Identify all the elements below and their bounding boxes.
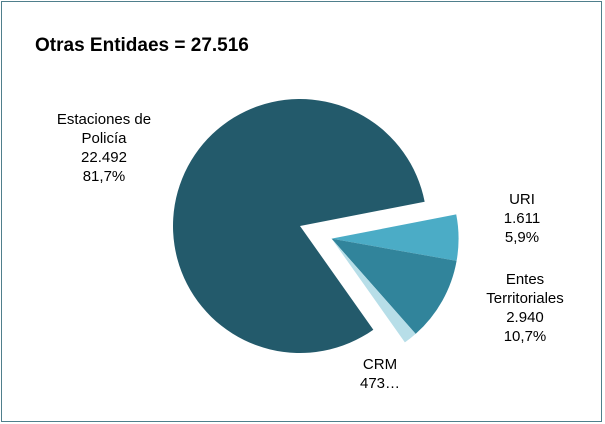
value-label: 2.940 — [506, 309, 544, 326]
pie-slice — [331, 238, 457, 334]
percent-label: 5,9% — [504, 229, 540, 246]
value-label: 22.492 — [81, 149, 127, 166]
value-label: 473… — [359, 375, 401, 392]
data-label: URI 1.611 5,9% — [467, 190, 577, 247]
category-label: Entes Territoriales — [486, 271, 564, 307]
data-label: Entes Territoriales 2.940 10,7% — [470, 270, 580, 346]
chart-title: Otras Entidaes = 27.516 — [35, 35, 249, 56]
percent-label: 81,7% — [82, 168, 126, 185]
category-label: URI — [509, 191, 535, 208]
pie-slice — [331, 238, 416, 343]
pie-slice — [331, 214, 459, 261]
data-label: CRM 473… — [325, 355, 435, 393]
percent-label: 10,7% — [503, 328, 547, 345]
value-label: 1.611 — [503, 210, 541, 227]
pie-slice — [173, 99, 425, 354]
category-label: CRM — [362, 356, 398, 373]
data-label: Estaciones de Policía 22.492 81,7% — [39, 110, 169, 186]
category-label: Estaciones de Policía — [56, 111, 152, 147]
